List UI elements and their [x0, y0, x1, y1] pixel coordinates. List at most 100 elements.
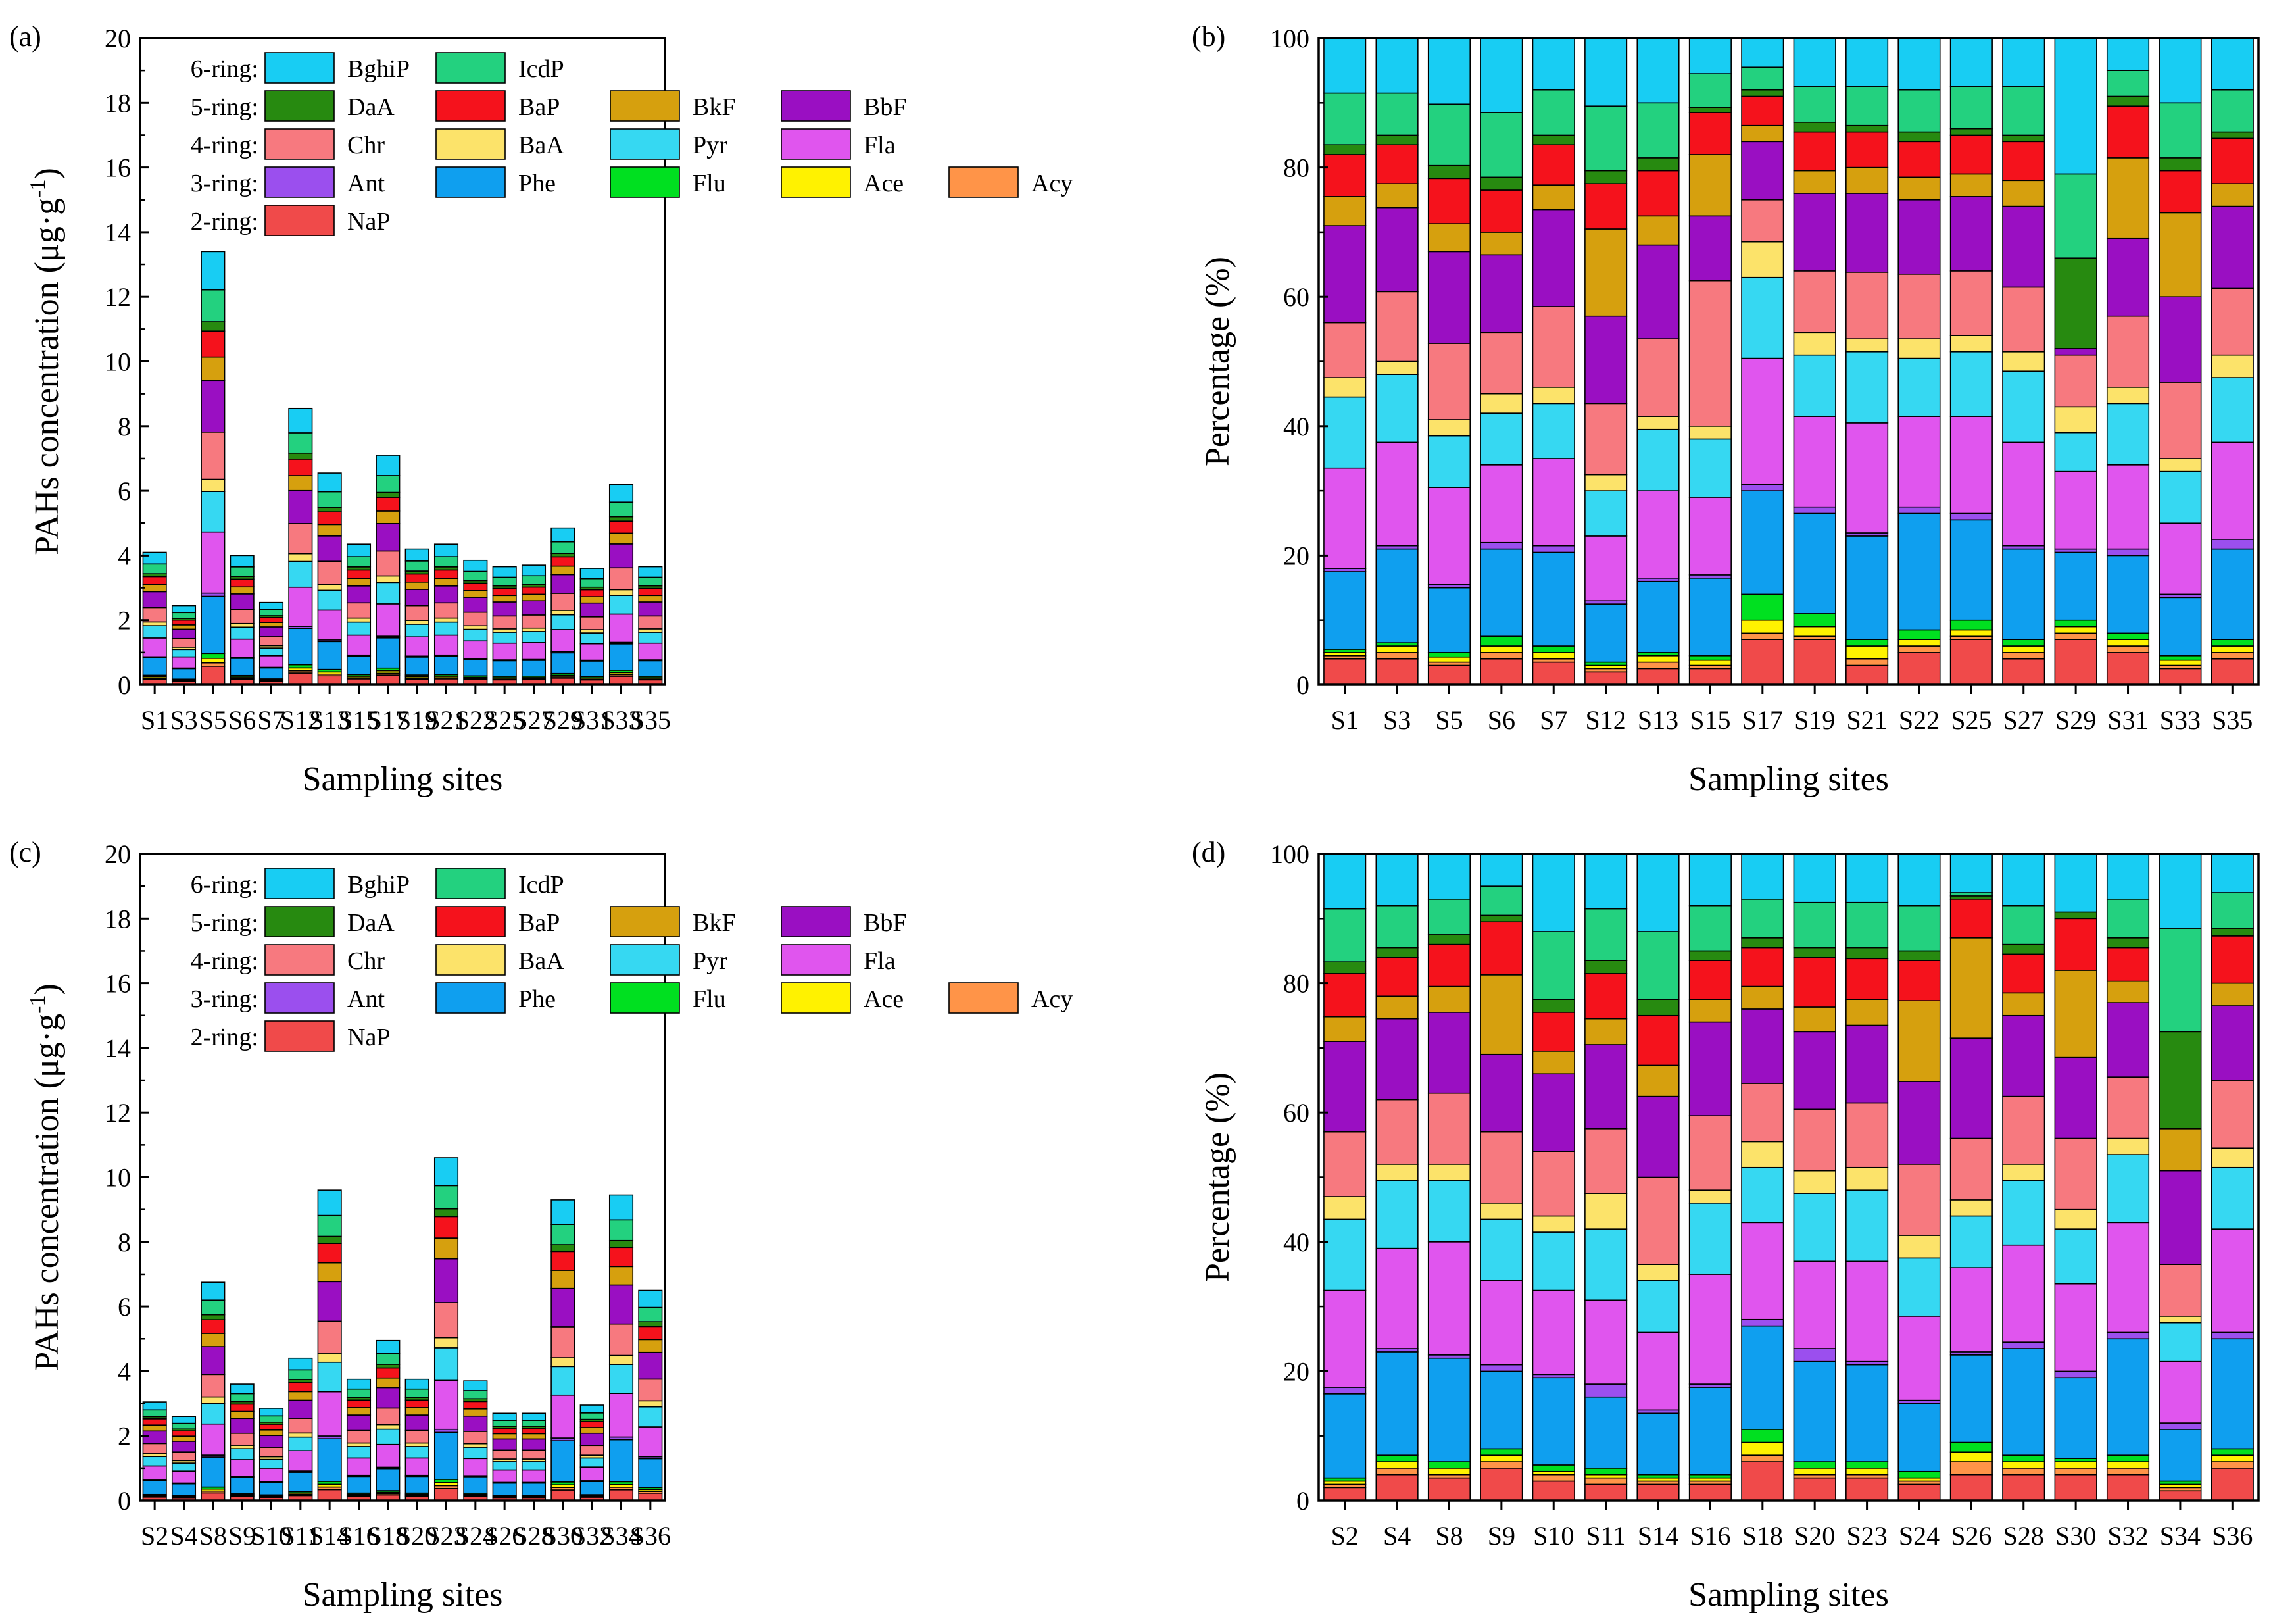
bar-S6-BkF — [230, 586, 255, 595]
bar-S25-BghiP — [1949, 37, 1993, 87]
bar-S17-Ace — [1741, 619, 1784, 634]
bar-S21-Chr — [1845, 272, 1889, 339]
bar-S3-BbF — [171, 628, 197, 639]
bar-S7-Fla — [258, 655, 284, 668]
bar-S28-BghiP — [2002, 853, 2045, 907]
bar-S27-Pyr — [521, 631, 547, 643]
bar-S14-BaA — [317, 1353, 342, 1363]
bar-S6-Ace — [1480, 645, 1523, 653]
bar-S1-Pyr — [1323, 396, 1367, 469]
bar-S14-Phe — [1636, 1412, 1680, 1476]
y-tick-label: 12 — [105, 282, 131, 312]
bar-S20-BaP — [1793, 957, 1836, 1008]
bar-S19-NaP — [1793, 639, 1836, 685]
bar-S8-Phe — [1427, 1357, 1471, 1462]
bar-S6-Ant — [1480, 541, 1523, 550]
bar-S1-DaA — [1323, 144, 1367, 155]
bar-S6-BaA — [230, 622, 255, 628]
legend-group-label: 6-ring: — [191, 55, 258, 83]
bar-S14-IcdP — [317, 1214, 342, 1237]
bar-S27-Chr — [2002, 286, 2045, 353]
legend-swatch-Fla — [781, 944, 851, 976]
bar-S22-NaP — [1897, 652, 1941, 685]
bar-S36-BaA — [2211, 1147, 2254, 1168]
x-tick-label: S22 — [1899, 705, 1940, 735]
x-axis-label: Sampling sites — [303, 760, 503, 798]
bar-S10-DaA — [1532, 999, 1575, 1013]
bar-S3-Chr — [171, 637, 197, 648]
bar-S9-Chr — [230, 1432, 255, 1446]
bar-S35-BaP — [638, 587, 663, 597]
bar-S22-Chr — [463, 611, 488, 627]
y-tick-label: 80 — [1283, 153, 1309, 183]
bar-S25-Phe — [1949, 519, 1993, 621]
bar-S26-Fla — [492, 1469, 517, 1483]
bar-S32-IcdP — [579, 1412, 604, 1420]
bar-S34-DaA — [608, 1239, 634, 1249]
bar-S29-BaA — [550, 610, 575, 616]
bar-S12-IcdP — [1584, 105, 1628, 172]
bar-S4-IcdP — [1375, 905, 1419, 949]
bar-S30-BkF — [550, 1270, 575, 1289]
bar-S16-BkF — [1688, 999, 1732, 1023]
bar-S4-Fla — [171, 1470, 197, 1484]
bar-S26-BaP — [492, 1428, 517, 1435]
y-tick-label: 18 — [105, 88, 131, 118]
bar-S28-BkF — [2002, 992, 2045, 1016]
bar-S28-Chr — [2002, 1095, 2045, 1165]
bar-S21-BbF — [1845, 193, 1889, 273]
bar-S6-Pyr — [230, 626, 255, 640]
bar-S22-IcdP — [463, 570, 488, 582]
bar-S6-BaA — [1480, 393, 1523, 414]
bar-S28-Chr — [521, 1449, 547, 1460]
x-tick-label: S35 — [630, 705, 671, 735]
bar-S1-NaP — [1323, 658, 1367, 685]
bar-S9-BghiP — [230, 1383, 255, 1395]
bar-S10-BbF — [1532, 1073, 1575, 1152]
bar-S22-BkF — [1897, 176, 1941, 201]
bar-S17-BkF — [376, 510, 401, 524]
bar-S28-BkF — [521, 1433, 547, 1440]
y-tick-label: 8 — [118, 1228, 131, 1257]
bar-S7-IcdP — [1532, 89, 1575, 136]
bar-S4-Phe — [171, 1483, 197, 1496]
bar-S30-Fla — [2054, 1283, 2097, 1372]
x-tick-label: S25 — [484, 705, 525, 735]
bar-S12-Fla — [288, 586, 313, 627]
bar-S1-BaP — [1323, 154, 1367, 197]
bar-S21-IcdP — [1845, 86, 1889, 126]
bar-S16-Fla — [346, 1457, 372, 1476]
bar-S19-Phe — [1793, 512, 1836, 614]
bar-S13-BghiP — [1636, 37, 1680, 104]
bar-S15-BghiP — [1688, 37, 1732, 74]
bar-S3-IcdP — [171, 612, 197, 619]
legend-swatch-Ace — [781, 982, 851, 1014]
bar-S32-Fla — [579, 1466, 604, 1481]
bar-S8-DaA — [201, 1314, 226, 1320]
bar-S24-BghiP — [463, 1380, 488, 1391]
bar-S34-BaP — [608, 1247, 634, 1268]
bar-S4-Chr — [171, 1451, 197, 1462]
bar-S12-BbF — [288, 489, 313, 524]
bar-S29-Acy — [2054, 632, 2097, 640]
bar-S12-NaP — [1584, 671, 1628, 685]
bar-S30-Pyr — [550, 1366, 575, 1396]
bar-S35-Chr — [2211, 287, 2254, 356]
legend-group-label: 4-ring: — [191, 947, 258, 975]
bar-S33-BbF — [608, 543, 634, 569]
bar-S2-BbF — [1323, 1041, 1367, 1133]
bar-S17-Pyr — [376, 582, 401, 605]
bar-S21-BghiP — [1845, 37, 1889, 87]
y-tick-label: 20 — [1283, 541, 1309, 570]
bar-S21-BbF — [433, 585, 459, 604]
bar-S7-BghiP — [1532, 37, 1575, 91]
bar-S27-IcdP — [2002, 86, 2045, 136]
bar-S18-BaA — [376, 1424, 401, 1430]
bar-S27-BaP — [2002, 141, 2045, 182]
bar-S8-Phe — [201, 1456, 226, 1488]
legend-label-BbF: BbF — [864, 909, 906, 937]
bar-S21-Acy — [1845, 658, 1889, 666]
legend-label-Chr: Chr — [347, 947, 385, 975]
bar-S27-Acy — [2002, 652, 2045, 660]
y-tick-label: 100 — [1270, 24, 1309, 53]
